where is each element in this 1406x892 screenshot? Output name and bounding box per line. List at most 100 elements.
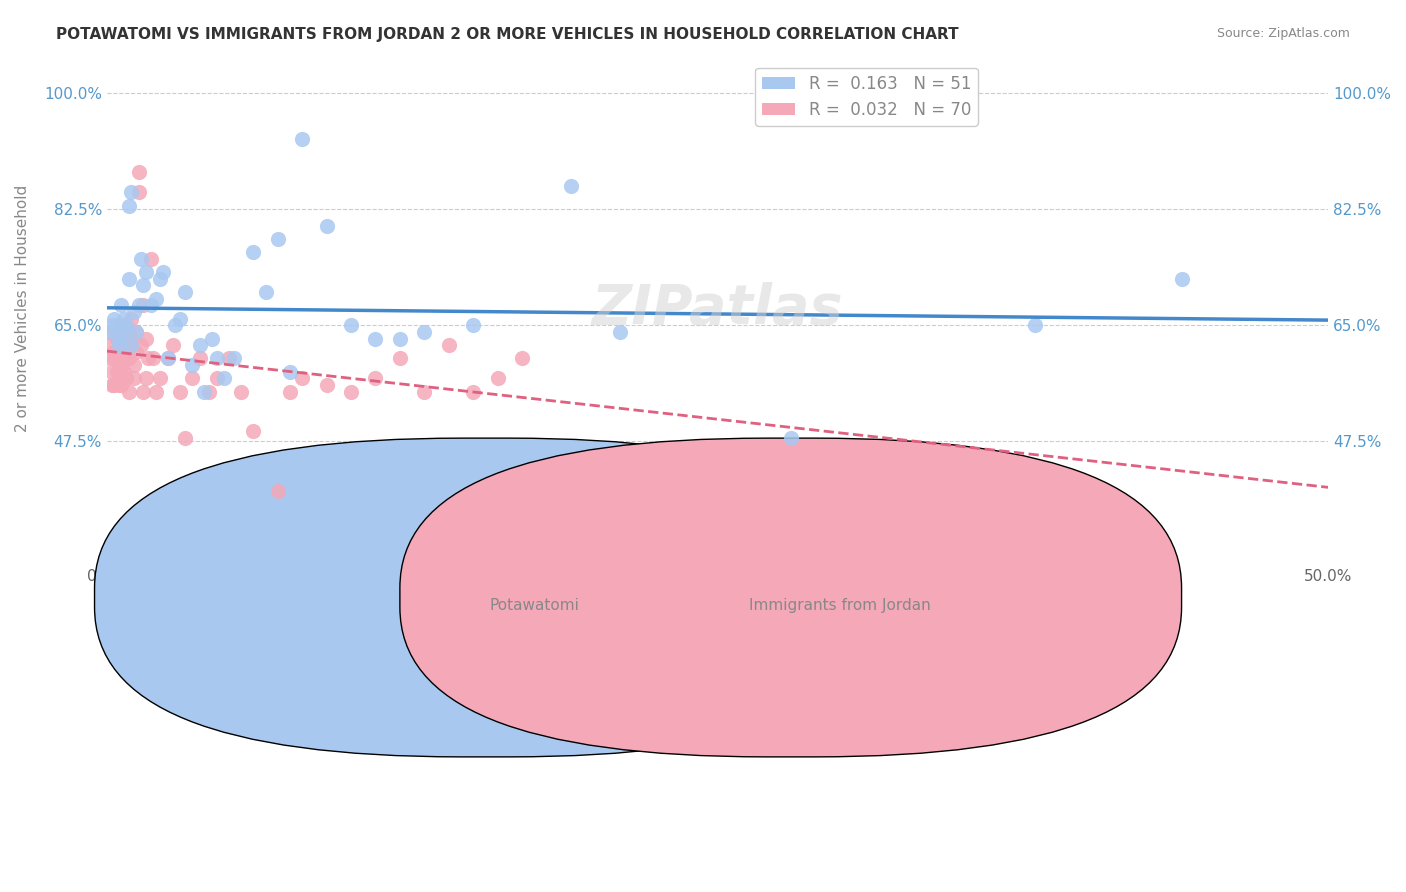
- Point: [118, 199, 141, 213]
- Point: [560, 178, 582, 193]
- Point: [193, 384, 215, 399]
- Point: [1024, 318, 1046, 333]
- Point: [112, 365, 135, 379]
- Point: [115, 332, 138, 346]
- Point: [291, 371, 314, 385]
- Point: [212, 371, 235, 385]
- Point: [120, 338, 142, 352]
- FancyBboxPatch shape: [94, 438, 876, 757]
- Text: Immigrants from Jordan: Immigrants from Jordan: [749, 598, 931, 613]
- Point: [205, 351, 228, 366]
- Point: [135, 265, 157, 279]
- Point: [105, 318, 128, 333]
- Point: [120, 186, 142, 200]
- Point: [108, 338, 131, 352]
- Point: [122, 305, 145, 319]
- Point: [112, 344, 135, 359]
- Point: [112, 325, 135, 339]
- Text: Source: ZipAtlas.com: Source: ZipAtlas.com: [1216, 27, 1350, 40]
- Text: Potawatomi: Potawatomi: [489, 598, 579, 613]
- Point: [103, 378, 125, 392]
- Point: [278, 384, 301, 399]
- Point: [188, 351, 211, 366]
- Point: [152, 265, 174, 279]
- Point: [98, 351, 121, 366]
- Point: [105, 365, 128, 379]
- Point: [125, 344, 148, 359]
- Point: [122, 358, 145, 372]
- Point: [174, 431, 197, 445]
- Point: [98, 325, 121, 339]
- Point: [413, 325, 436, 339]
- Point: [139, 252, 162, 266]
- Point: [122, 371, 145, 385]
- Point: [267, 484, 290, 499]
- Point: [340, 384, 363, 399]
- Point: [267, 232, 290, 246]
- Point: [110, 298, 132, 312]
- Point: [779, 431, 801, 445]
- Point: [142, 351, 165, 366]
- Point: [128, 165, 150, 179]
- Point: [115, 351, 138, 366]
- Point: [108, 332, 131, 346]
- Point: [169, 384, 191, 399]
- Point: [609, 325, 631, 339]
- Point: [201, 332, 224, 346]
- Point: [108, 351, 131, 366]
- Point: [105, 332, 128, 346]
- Point: [145, 292, 167, 306]
- Point: [100, 365, 122, 379]
- Point: [108, 378, 131, 392]
- Point: [115, 371, 138, 385]
- Point: [149, 371, 172, 385]
- Point: [437, 338, 460, 352]
- Point: [156, 351, 179, 366]
- Point: [129, 338, 152, 352]
- Point: [110, 358, 132, 372]
- Point: [115, 318, 138, 333]
- Legend: R =  0.163   N = 51, R =  0.032   N = 70: R = 0.163 N = 51, R = 0.032 N = 70: [755, 68, 977, 126]
- Point: [110, 378, 132, 392]
- Y-axis label: 2 or more Vehicles in Household: 2 or more Vehicles in Household: [15, 185, 30, 433]
- Point: [108, 371, 131, 385]
- Point: [98, 325, 121, 339]
- Point: [132, 298, 155, 312]
- Point: [222, 351, 245, 366]
- Point: [486, 371, 509, 385]
- Point: [118, 325, 141, 339]
- Point: [205, 371, 228, 385]
- Point: [100, 338, 122, 352]
- Point: [132, 384, 155, 399]
- Point: [100, 318, 122, 333]
- Point: [149, 271, 172, 285]
- Point: [139, 298, 162, 312]
- Point: [254, 285, 277, 299]
- Text: ZIPatlas: ZIPatlas: [592, 282, 844, 335]
- Point: [181, 358, 204, 372]
- Point: [125, 325, 148, 339]
- Point: [118, 384, 141, 399]
- Point: [120, 332, 142, 346]
- Point: [364, 332, 387, 346]
- Point: [105, 325, 128, 339]
- Point: [132, 278, 155, 293]
- Point: [340, 318, 363, 333]
- Point: [128, 186, 150, 200]
- Point: [463, 318, 485, 333]
- Point: [156, 351, 179, 366]
- Point: [169, 311, 191, 326]
- Point: [188, 338, 211, 352]
- Point: [112, 325, 135, 339]
- Point: [110, 338, 132, 352]
- Point: [100, 378, 122, 392]
- Point: [128, 298, 150, 312]
- Point: [413, 384, 436, 399]
- Point: [242, 425, 264, 439]
- Point: [315, 219, 337, 233]
- FancyBboxPatch shape: [399, 438, 1181, 757]
- Point: [162, 338, 184, 352]
- Point: [145, 384, 167, 399]
- Point: [315, 378, 337, 392]
- Point: [125, 325, 148, 339]
